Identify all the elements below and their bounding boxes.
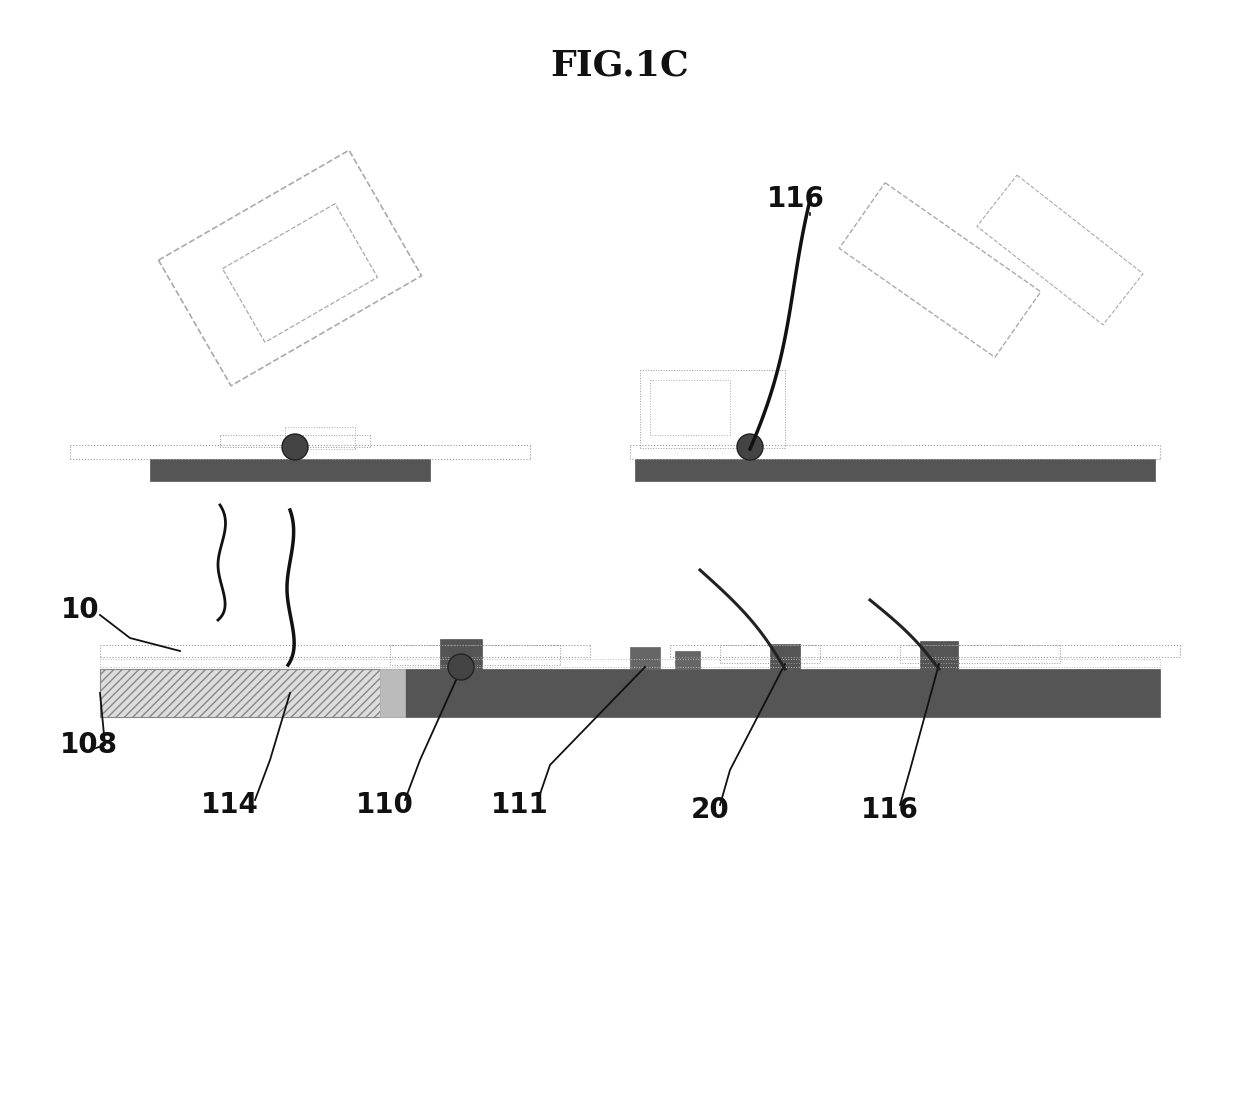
Polygon shape bbox=[379, 669, 405, 718]
Circle shape bbox=[281, 434, 308, 460]
Text: 10: 10 bbox=[61, 596, 99, 624]
Text: 110: 110 bbox=[356, 791, 414, 820]
Polygon shape bbox=[675, 651, 701, 669]
Circle shape bbox=[737, 434, 763, 460]
Polygon shape bbox=[100, 669, 379, 718]
Text: 111: 111 bbox=[491, 791, 549, 820]
Polygon shape bbox=[920, 641, 959, 669]
Polygon shape bbox=[100, 669, 1159, 718]
Text: 116: 116 bbox=[768, 185, 825, 213]
Text: 114: 114 bbox=[201, 791, 259, 820]
Polygon shape bbox=[635, 459, 1154, 481]
Text: 108: 108 bbox=[60, 731, 118, 759]
Text: 116: 116 bbox=[861, 796, 919, 824]
Polygon shape bbox=[770, 644, 800, 669]
Polygon shape bbox=[150, 459, 430, 481]
Polygon shape bbox=[630, 647, 660, 669]
Text: FIG.1C: FIG.1C bbox=[551, 48, 689, 82]
Polygon shape bbox=[440, 639, 482, 669]
Circle shape bbox=[448, 654, 474, 680]
Text: 20: 20 bbox=[691, 796, 729, 824]
